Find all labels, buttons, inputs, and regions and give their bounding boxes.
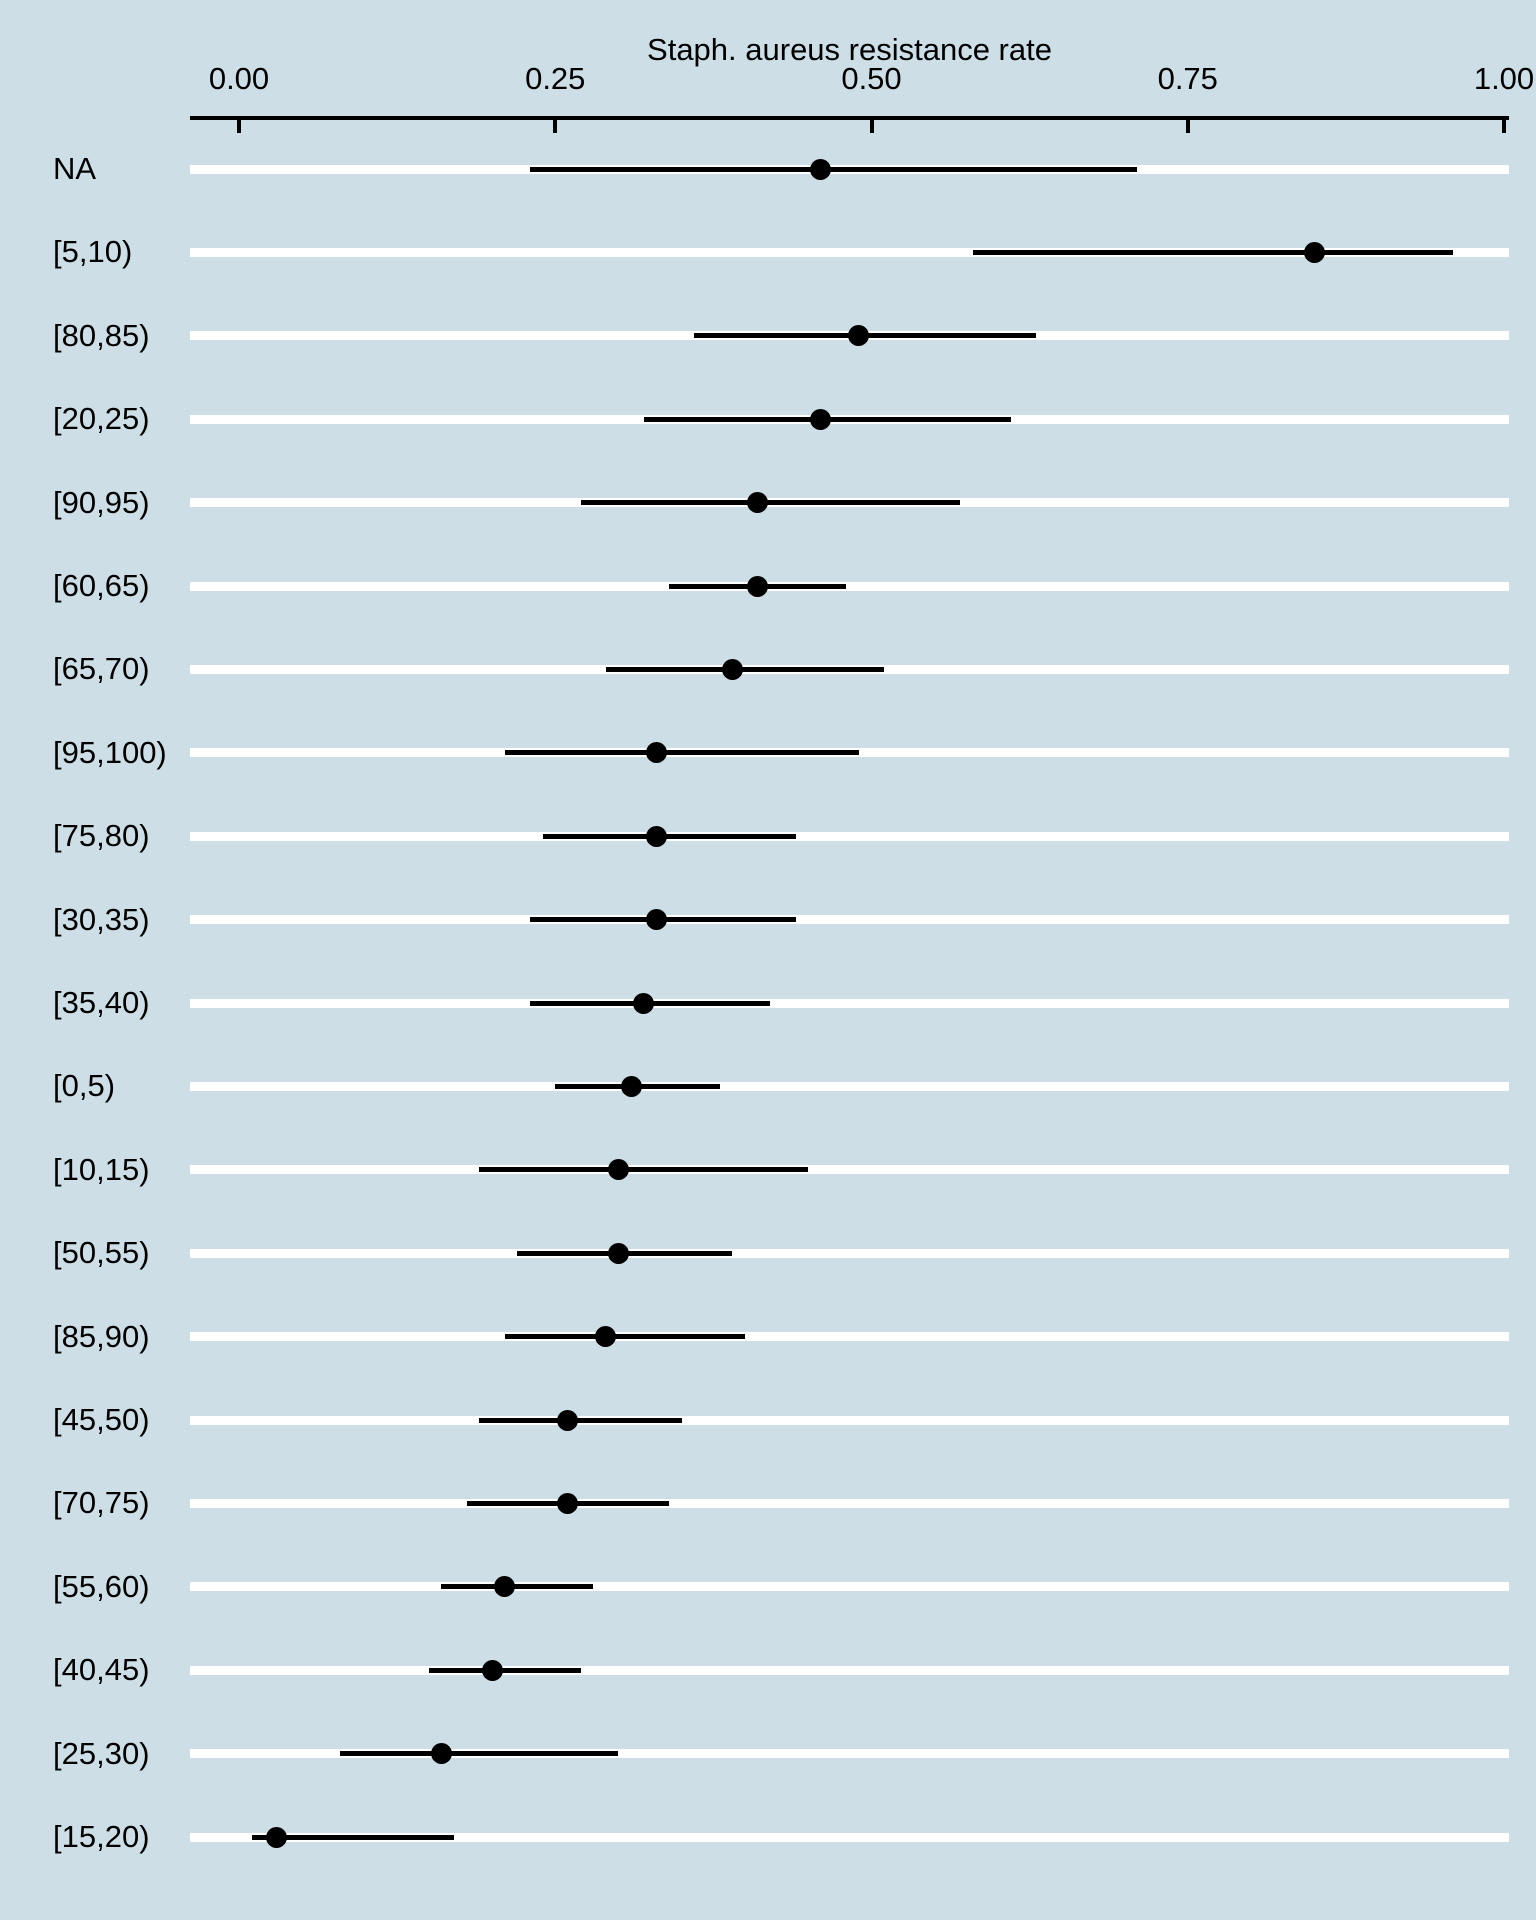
row-label: [5,10): [53, 234, 133, 270]
row-label: [10,15): [53, 1151, 150, 1187]
x-axis-tick: [1185, 120, 1190, 133]
point-estimate-dot: [747, 575, 769, 597]
row-label: [50,55): [53, 1235, 150, 1271]
point-estimate-dot: [481, 1659, 503, 1681]
row-stripe: [190, 1248, 1509, 1258]
row-stripe: [190, 1332, 1509, 1342]
point-estimate-dot: [608, 1159, 629, 1181]
row-label: [25,30): [53, 1735, 150, 1771]
x-axis-tick-label: 0.00: [208, 61, 270, 96]
row-stripe: [190, 1498, 1509, 1508]
row-stripe: [190, 581, 1509, 591]
x-axis-tick-label: 1.00: [1473, 61, 1535, 96]
row-label: [0,5): [53, 1068, 116, 1104]
row-label: [90,95): [53, 484, 150, 520]
confidence-interval-line: [529, 166, 1138, 172]
row-label: [70,75): [53, 1485, 150, 1521]
confidence-interval-line: [340, 1751, 619, 1757]
point-estimate-dot: [810, 408, 832, 430]
row-label: [40,45): [53, 1652, 150, 1688]
row-stripe: [190, 1832, 1509, 1842]
row-stripe: [190, 247, 1509, 257]
confidence-interval-line: [428, 1667, 581, 1673]
point-estimate-dot: [557, 1409, 579, 1431]
confidence-interval-line: [504, 750, 859, 756]
x-axis-tick: [237, 120, 241, 133]
point-estimate-dot: [430, 1743, 452, 1765]
row-label: [35,40): [53, 985, 150, 1020]
row-stripe: [190, 998, 1509, 1008]
row-stripe: [190, 1749, 1509, 1759]
point-estimate-dot: [747, 492, 769, 514]
row-label: [85,90): [53, 1318, 150, 1354]
point-estimate-dot: [645, 909, 667, 931]
confidence-interval-line: [479, 1167, 809, 1173]
confidence-interval-line: [251, 1834, 455, 1840]
confidence-interval-line: [504, 1334, 745, 1340]
row-label: [80,85): [53, 317, 150, 353]
point-estimate-dot: [645, 825, 667, 847]
row-stripe: [190, 1081, 1509, 1091]
point-estimate-dot: [620, 1075, 642, 1097]
point-estimate-dot: [848, 325, 870, 347]
confidence-interval-line: [605, 666, 885, 672]
point-estimate-dot: [1303, 241, 1325, 263]
x-axis-tick-label: 0.50: [841, 61, 902, 96]
x-axis-line: [190, 116, 1509, 120]
row-label: [20,25): [53, 401, 150, 437]
row-label: [15,20): [53, 1819, 150, 1854]
row-label: [30,35): [53, 901, 150, 937]
confidence-interval-line: [972, 249, 1454, 255]
point-estimate-dot: [266, 1826, 288, 1848]
x-axis-tick: [869, 120, 874, 133]
confidence-interval-line: [479, 1417, 682, 1423]
point-estimate-dot: [557, 1492, 579, 1514]
confidence-interval-line: [542, 833, 796, 839]
row-label: [45,50): [53, 1402, 150, 1437]
row-stripe: [190, 1165, 1509, 1175]
x-axis-tick-label: 0.75: [1157, 61, 1218, 96]
row-label: [95,100): [53, 734, 167, 770]
chart-title: Staph. aureus resistance rate: [647, 32, 1052, 67]
row-label: NA: [53, 151, 97, 186]
row-label: [65,70): [53, 651, 150, 687]
x-axis-tick: [1502, 120, 1506, 133]
confidence-interval-line: [441, 1584, 594, 1590]
row-stripe: [190, 1665, 1509, 1675]
x-axis-tick: [553, 120, 558, 133]
row-stripe: [190, 831, 1509, 841]
point-estimate-dot: [633, 992, 655, 1014]
point-estimate-dot: [608, 1242, 629, 1264]
point-estimate-dot: [494, 1576, 516, 1598]
point-estimate-dot: [595, 1326, 617, 1348]
point-estimate-dot: [721, 658, 743, 680]
point-estimate-dot: [810, 158, 832, 180]
x-axis-tick-label: 0.25: [525, 61, 586, 96]
row-label: [60,65): [53, 568, 150, 603]
row-label: [75,80): [53, 818, 150, 854]
confidence-interval-line: [580, 500, 961, 506]
point-estimate-dot: [645, 742, 667, 764]
row-stripe: [190, 1582, 1509, 1592]
row-stripe: [190, 915, 1509, 925]
row-stripe: [190, 1415, 1509, 1425]
row-label: [55,60): [53, 1568, 150, 1604]
